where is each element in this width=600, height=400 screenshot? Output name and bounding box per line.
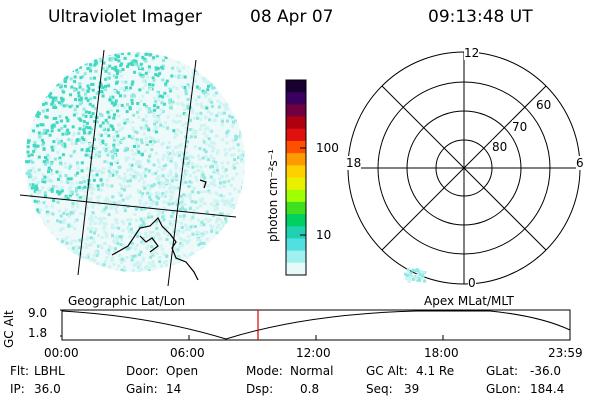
altitude-ytick-1.8: 1.8: [28, 326, 48, 340]
colorbar-cell: [286, 140, 306, 154]
door-label: Door:: [126, 364, 159, 378]
mlt-label-6: 6: [576, 156, 584, 170]
colorbar-cell: [286, 238, 306, 252]
colorbar-cell: [286, 262, 306, 276]
colorbar-cell: [286, 104, 306, 118]
altitude-curve: [61, 310, 571, 340]
geographic-map: [19, 50, 245, 287]
seq-value: 39: [404, 382, 420, 396]
time-tick-1800: 18:00: [424, 346, 459, 360]
glat-label: GLat:: [486, 364, 519, 378]
geographic-label: Geographic Lat/Lon: [68, 294, 186, 308]
flt-label: Flt:: [10, 364, 29, 378]
time-tick-0600: 06:00: [170, 346, 205, 360]
colorbar-cell: [286, 128, 306, 142]
colorbar-cell: [286, 80, 306, 93]
colorbar-cell: [286, 177, 306, 191]
colorbar-cell: [286, 189, 306, 203]
door-value: Open: [166, 364, 199, 378]
mode-label: Mode:: [246, 364, 283, 378]
time-tick-0000: 00:00: [44, 346, 79, 360]
colorbar-cell: [286, 116, 306, 130]
ip-label: IP:: [10, 382, 25, 396]
mlat-label-80: 80: [492, 140, 508, 154]
colorbar-cell: [286, 214, 306, 227]
colorbar-tick-10: 10: [316, 228, 332, 242]
flt-value: LBHL: [34, 364, 65, 378]
instrument-title: Ultraviolet Imager: [48, 7, 202, 27]
mlat-label-70: 70: [512, 120, 528, 134]
image-date: 08 Apr 07: [250, 7, 334, 27]
uv-emission-disk: [25, 52, 245, 272]
colorbar-cell: [286, 165, 306, 178]
image-time: 09:13:48 UT: [428, 7, 533, 27]
altitude-ytick-9: 9.0: [28, 306, 48, 320]
colorbar-cell: [286, 226, 306, 239]
time-tick-2359: 23:59: [548, 346, 583, 360]
colorbar-tick-100: 100: [316, 141, 339, 155]
polar-emission: [404, 268, 427, 283]
gcalt-value: 4.1 Re: [416, 364, 455, 378]
altitude-ylabel: GC Alt: [2, 310, 16, 348]
time-tick-1200: 12:00: [296, 346, 331, 360]
colorbar-cell: [286, 92, 306, 105]
mlt-label-18: 18: [346, 156, 362, 170]
colorbar-cell: [286, 153, 306, 166]
dsp-label: Dsp:: [246, 382, 274, 396]
ip-value: 36.0: [34, 382, 61, 396]
gain-label: Gain:: [126, 382, 158, 396]
apex-label: Apex MLat/MLT: [424, 294, 514, 308]
glon-label: GLon:: [486, 382, 521, 396]
mode-value: Normal: [290, 364, 334, 378]
polar-grid: [347, 51, 581, 285]
gain-value: 14: [166, 382, 182, 396]
gcalt-label: GC Alt:: [366, 364, 408, 378]
mlt-label-0: 0: [468, 276, 476, 290]
coastline: [111, 179, 207, 281]
dsp-value: 0.8: [300, 382, 320, 396]
colorbar-cell: [286, 201, 306, 215]
glon-value: 184.4: [530, 382, 565, 396]
glat-value: -36.0: [530, 364, 562, 378]
colorbar-unit-label: photon cm⁻²s⁻¹: [266, 149, 280, 242]
mlat-label-60: 60: [536, 98, 552, 112]
colorbar: [285, 79, 307, 276]
mlt-label-12: 12: [464, 46, 480, 60]
colorbar-cell: [286, 250, 306, 264]
altitude-plot: [60, 309, 571, 341]
seq-label: Seq:: [366, 382, 393, 396]
